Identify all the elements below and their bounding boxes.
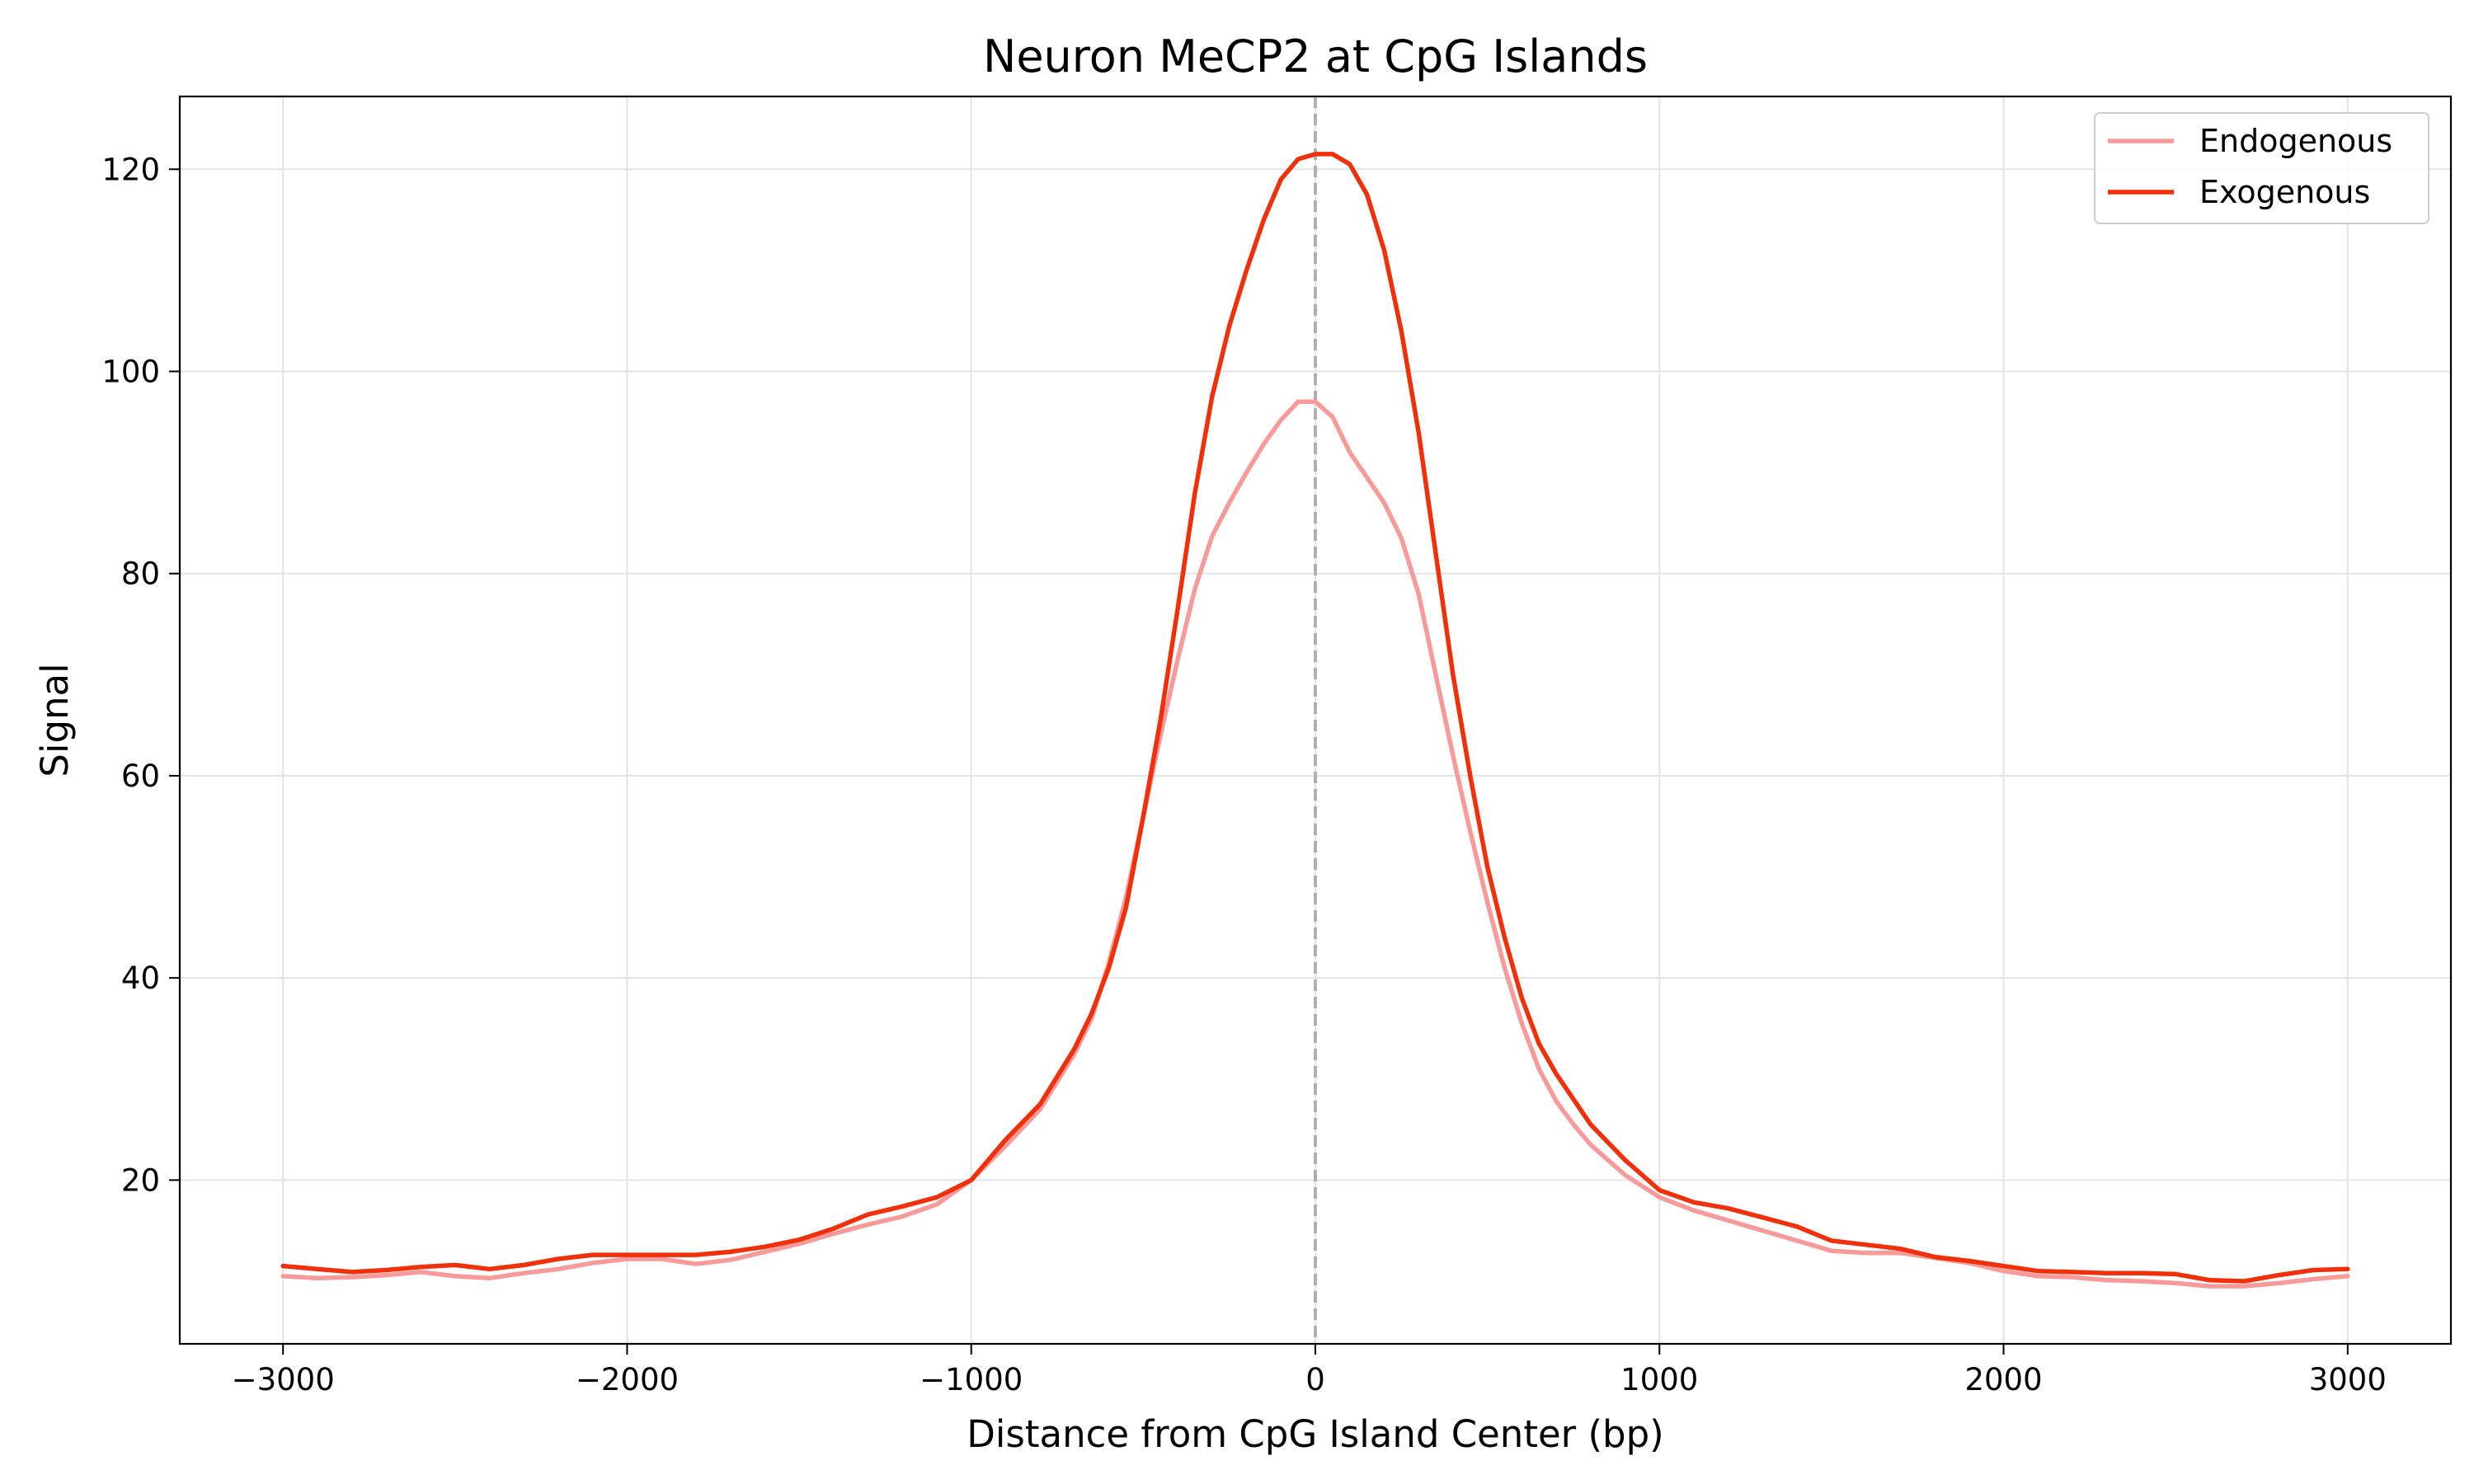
- y-tick-label: 20: [121, 1162, 160, 1198]
- y-tick-label: 60: [121, 758, 160, 794]
- y-axis-label: Signal: [33, 663, 77, 777]
- legend-label-exogenous: Exogenous: [2199, 174, 2370, 210]
- x-axis-label: Distance from CpG Island Center (bp): [967, 1412, 1663, 1456]
- y-tick-label: 80: [121, 556, 160, 592]
- series-line-endogenous: [280, 399, 2350, 1289]
- x-tick-label: −2000: [576, 1362, 679, 1397]
- x-tick-label: 0: [1305, 1362, 1325, 1397]
- x-tick-label: 1000: [1620, 1362, 1698, 1397]
- axis-ticks: −3000 −2000 −1000 0 1000 2000 3000 20 40 60 80 100 1…: [101, 152, 2387, 1397]
- legend-label-endogenous: Endogenous: [2199, 123, 2392, 159]
- x-tick-label: −3000: [232, 1362, 335, 1397]
- legend: Endogenous Exogenous: [2094, 112, 2429, 224]
- x-tick-label: −1000: [920, 1362, 1023, 1397]
- series-layer: [280, 152, 2350, 1289]
- legend-box: [2094, 112, 2429, 224]
- x-tick-label: 2000: [1964, 1362, 2042, 1397]
- y-tick-label: 100: [101, 354, 160, 389]
- series-line-exogenous: [280, 152, 2350, 1284]
- y-tick-label: 40: [121, 960, 160, 996]
- x-tick-label: 3000: [2309, 1362, 2387, 1397]
- y-tick-label: 120: [101, 152, 160, 187]
- chart-title: Neuron MeCP2 at CpG Islands: [983, 31, 1648, 82]
